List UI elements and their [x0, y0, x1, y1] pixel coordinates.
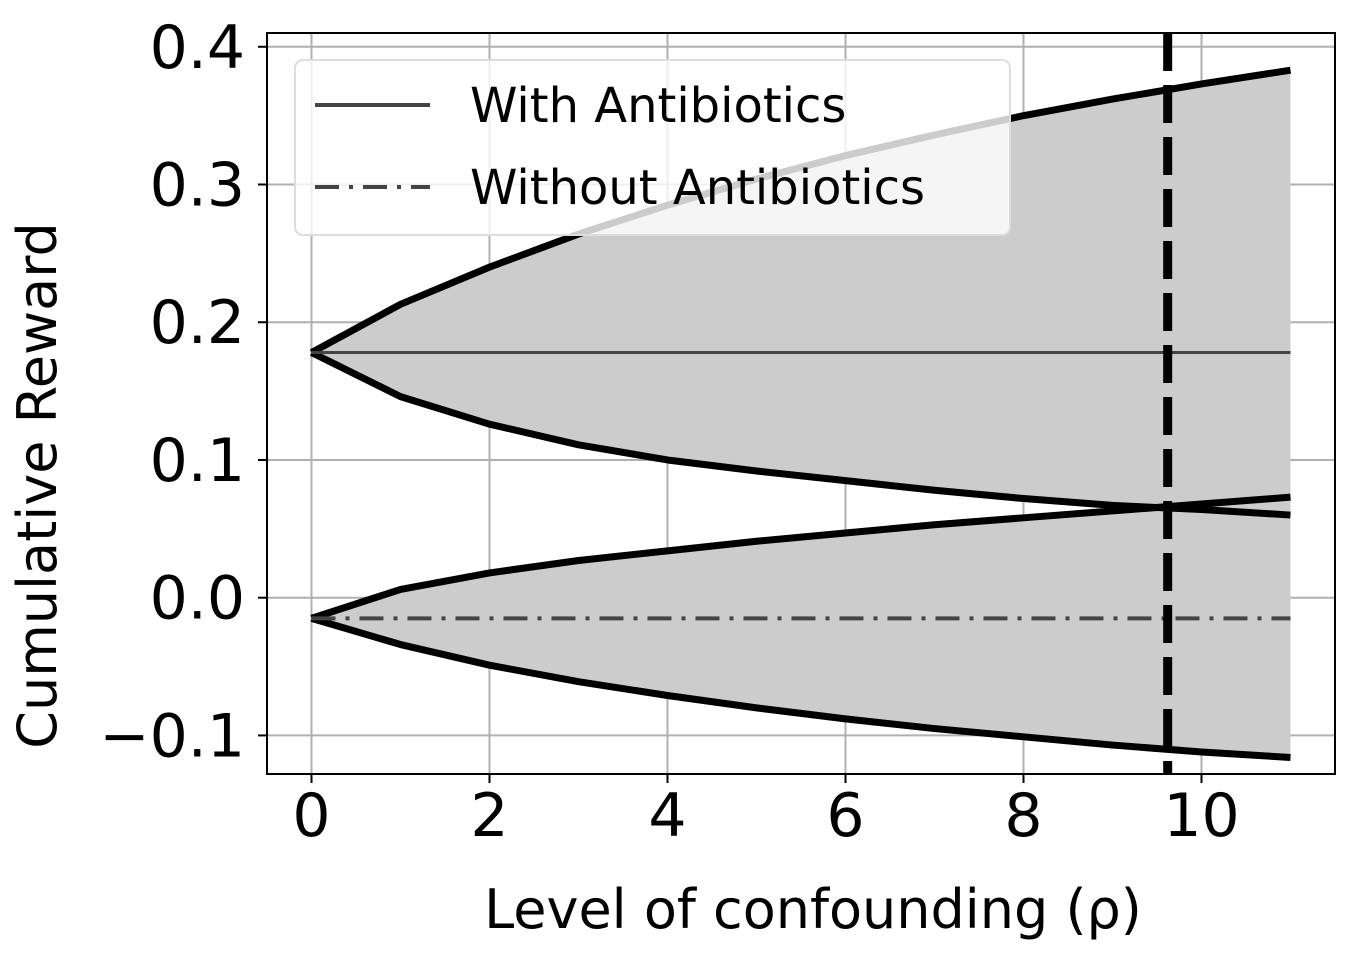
x-tick-label: 0	[292, 781, 330, 851]
y-tick-label: 0.2	[150, 288, 245, 358]
lower-bound-line-2	[310, 615, 1291, 761]
confidence-band-2	[311, 497, 1291, 758]
confidence-band-1	[311, 70, 1291, 516]
y-tick-label: 0.4	[150, 13, 245, 83]
y-tick-label: 0.3	[150, 151, 245, 221]
y-axis-label: Cumulative Reward	[6, 222, 69, 748]
x-axis-label: Level of confounding (ρ)	[484, 878, 1142, 941]
y-tick-label: 0.0	[150, 564, 245, 634]
x-tick-label: 2	[470, 781, 508, 851]
upper-bound-line-2	[310, 493, 1291, 622]
y-tick-label: 0.1	[150, 426, 245, 496]
x-tick-label: 4	[648, 781, 686, 851]
x-tick-label: 6	[826, 781, 864, 851]
legend-box	[294, 59, 1011, 236]
legend-label-1: With Antibiotics	[470, 78, 846, 134]
y-tick-label: −0.1	[99, 701, 245, 771]
legend-label-2: Without Antibiotics	[470, 160, 925, 216]
plot-frame	[266, 32, 1336, 775]
x-tick-label: 10	[1163, 781, 1239, 851]
lower-bound-line-1	[309, 349, 1291, 519]
x-tick-label: 8	[1004, 781, 1042, 851]
